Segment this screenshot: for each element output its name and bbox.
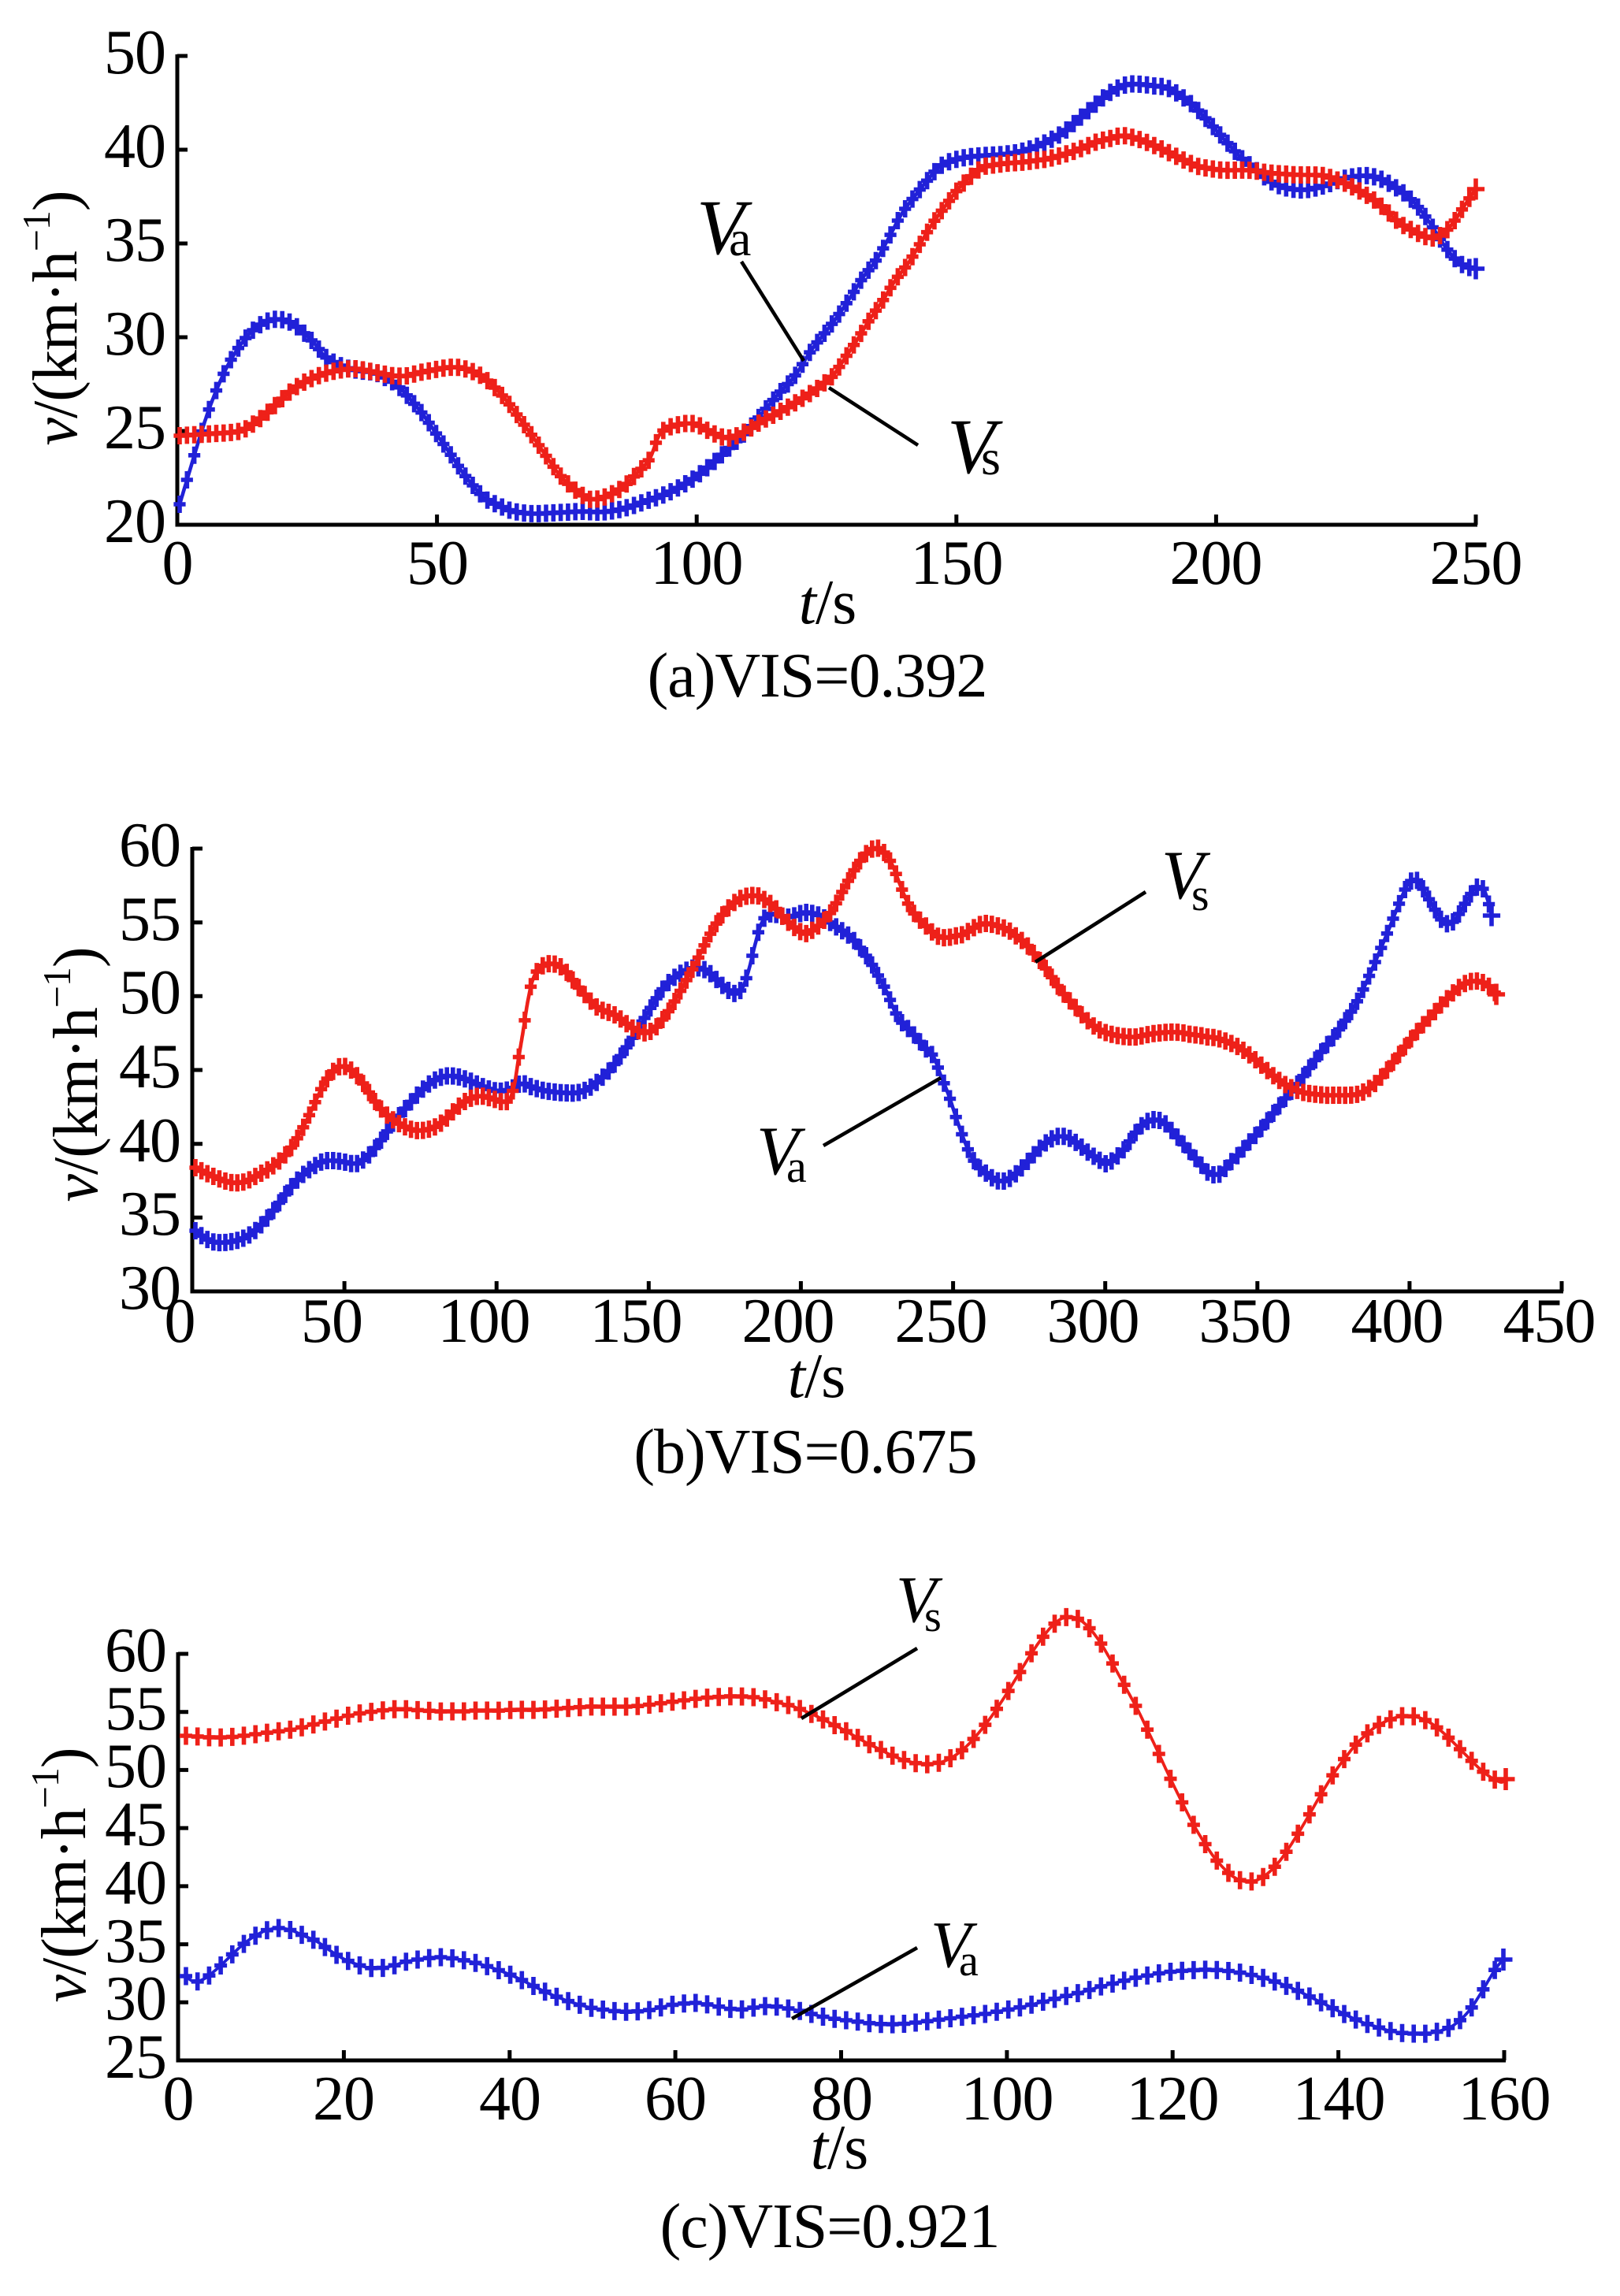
svg-text:55: 55 xyxy=(119,885,180,954)
svg-text:50: 50 xyxy=(301,1287,362,1356)
svg-text:100: 100 xyxy=(961,2064,1053,2134)
svg-text:35: 35 xyxy=(119,1180,180,1249)
svg-text:35: 35 xyxy=(104,206,165,275)
svg-text:60: 60 xyxy=(105,1616,166,1685)
svg-text:0: 0 xyxy=(165,1287,195,1356)
svg-text:V: V xyxy=(947,403,1003,490)
svg-text:(b)VIS=0.675: (b)VIS=0.675 xyxy=(634,1417,976,1487)
svg-text:t/s: t/s xyxy=(811,2113,868,2183)
svg-text:s: s xyxy=(1191,869,1209,920)
svg-text:45: 45 xyxy=(105,1790,166,1859)
svg-text:25: 25 xyxy=(105,2023,166,2092)
svg-text:40: 40 xyxy=(119,1106,180,1176)
svg-text:30: 30 xyxy=(105,1964,166,2034)
svg-text:t/s: t/s xyxy=(799,568,856,637)
svg-text:50: 50 xyxy=(119,958,180,1027)
svg-text:(c)VIS=0.921: (c)VIS=0.921 xyxy=(660,2192,1000,2261)
svg-text:40: 40 xyxy=(479,2064,541,2134)
svg-text:25: 25 xyxy=(104,393,165,463)
svg-text:60: 60 xyxy=(119,811,180,880)
svg-text:60: 60 xyxy=(645,2064,706,2134)
svg-text:30: 30 xyxy=(104,299,165,369)
svg-text:v/(km·h−1): v/(km·h−1) xyxy=(35,947,111,1202)
svg-text:V: V xyxy=(697,184,752,271)
svg-text:250: 250 xyxy=(1430,529,1522,598)
svg-text:50: 50 xyxy=(104,18,165,87)
svg-text:350: 350 xyxy=(1199,1287,1291,1356)
svg-text:s: s xyxy=(924,1592,941,1641)
svg-text:a: a xyxy=(729,210,751,266)
svg-text:0: 0 xyxy=(163,2064,194,2134)
svg-text:0: 0 xyxy=(162,529,193,598)
svg-text:250: 250 xyxy=(895,1287,987,1356)
svg-text:200: 200 xyxy=(742,1287,834,1356)
svg-text:200: 200 xyxy=(1170,529,1262,598)
svg-text:100: 100 xyxy=(438,1287,530,1356)
svg-text:450: 450 xyxy=(1503,1287,1596,1356)
svg-text:a: a xyxy=(786,1141,806,1192)
svg-text:45: 45 xyxy=(119,1032,180,1102)
svg-text:100: 100 xyxy=(651,529,743,598)
svg-text:150: 150 xyxy=(590,1287,682,1356)
svg-text:40: 40 xyxy=(105,1848,166,1918)
svg-text:50: 50 xyxy=(407,529,468,598)
svg-text:80: 80 xyxy=(811,2064,872,2134)
svg-text:35: 35 xyxy=(105,1907,166,1976)
svg-text:20: 20 xyxy=(104,487,165,556)
svg-text:150: 150 xyxy=(911,529,1003,598)
svg-text:300: 300 xyxy=(1047,1287,1139,1356)
svg-text:30: 30 xyxy=(119,1254,180,1323)
svg-text:55: 55 xyxy=(105,1674,166,1744)
svg-text:t/s: t/s xyxy=(788,1342,845,1411)
svg-text:20: 20 xyxy=(313,2064,374,2134)
svg-text:140: 140 xyxy=(1293,2064,1385,2134)
svg-text:(a)VIS=0.392: (a)VIS=0.392 xyxy=(648,641,987,711)
svg-text:120: 120 xyxy=(1127,2064,1219,2134)
svg-text:40: 40 xyxy=(104,112,165,181)
svg-text:s: s xyxy=(981,429,1000,485)
svg-text:50: 50 xyxy=(105,1732,166,1801)
svg-text:160: 160 xyxy=(1458,2064,1551,2134)
svg-text:400: 400 xyxy=(1351,1287,1444,1356)
svg-text:a: a xyxy=(959,1937,979,1986)
